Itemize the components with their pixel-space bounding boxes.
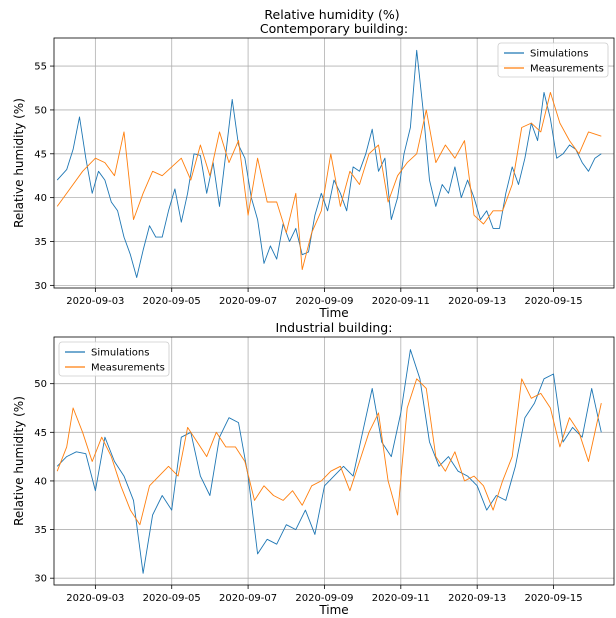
legend-box <box>58 341 170 377</box>
chart-title: Contemporary building: <box>260 21 408 36</box>
y-tick-label: 55 <box>34 62 47 73</box>
legend-box <box>497 42 609 78</box>
x-tick-label: 2020-09-11 <box>372 593 430 604</box>
x-tick-label: 2020-09-13 <box>448 593 506 604</box>
plot-frame <box>53 37 615 289</box>
x-tick-label: 2020-09-07 <box>219 593 277 604</box>
x-tick-label: 2020-09-15 <box>524 593 582 604</box>
y-tick-label: 30 <box>34 281 47 292</box>
x-tick-label: 2020-09-11 <box>372 296 430 307</box>
legend-entry: Simulations <box>91 348 149 359</box>
legend: Simulations Measurements <box>58 341 170 377</box>
x-tick-label: 2020-09-03 <box>66 593 124 604</box>
series-line-measurements <box>56 91 602 271</box>
y-tick-label: 40 <box>34 193 47 204</box>
legend-entry: Measurements <box>91 363 165 374</box>
x-tick-label: 2020-09-03 <box>66 296 124 307</box>
x-tick-label: 2020-09-05 <box>143 593 201 604</box>
y-tick-label: 50 <box>34 105 47 116</box>
x-tick-label: 2020-09-07 <box>219 296 277 307</box>
chart-title: Industrial building: <box>276 320 393 335</box>
y-tick-label: 35 <box>34 237 47 248</box>
figure-suptitle: Relative humidity (%) <box>264 7 399 22</box>
y-axis-label: Relative humidity (%) <box>12 98 26 228</box>
y-tick-label: 40 <box>34 476 47 487</box>
y-tick-label: 45 <box>34 428 47 439</box>
chart-industrial-building: Industrial building: 2020-09-03 2020-09-05… <box>12 320 615 617</box>
series-line-simulations <box>56 49 602 278</box>
y-tick-label: 30 <box>34 574 47 585</box>
y-tick-label: 50 <box>34 379 47 390</box>
plot-frame <box>53 336 615 586</box>
y-tick-label: 35 <box>34 525 47 536</box>
x-tick-label: 2020-09-05 <box>143 296 201 307</box>
series-line-simulations <box>56 349 602 574</box>
x-axis-label: Time <box>318 603 348 617</box>
chart-contemporary-building: Contemporary building: 2020-09-03 2020-09-… <box>12 21 615 320</box>
x-tick-label: 2020-09-15 <box>524 296 582 307</box>
x-axis-label: Time <box>318 306 348 320</box>
y-axis-label: Relative humidity (%) <box>12 396 26 526</box>
x-tick-label: 2020-09-13 <box>448 296 506 307</box>
x-tick-label: 2020-09-09 <box>295 296 353 307</box>
legend-entry: Simulations <box>530 49 588 60</box>
legend-entry: Measurements <box>530 64 604 75</box>
y-tick-label: 45 <box>34 149 47 160</box>
x-tick-label: 2020-09-09 <box>295 593 353 604</box>
series-line-measurements <box>56 378 602 526</box>
legend: Simulations Measurements <box>497 42 609 78</box>
